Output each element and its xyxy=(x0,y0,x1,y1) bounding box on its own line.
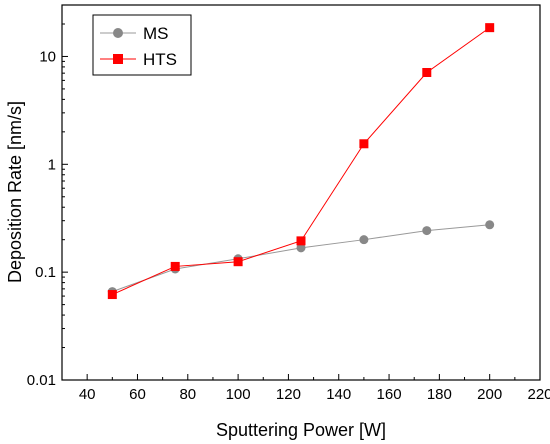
legend-ms-marker xyxy=(113,28,123,38)
x-tick-label-180: 180 xyxy=(427,386,452,403)
y-axis-ticks: 0.01 0.1 1 10 xyxy=(27,4,68,389)
x-tick-label-40: 40 xyxy=(79,386,96,403)
point-ms-125 xyxy=(296,243,306,253)
x-tick-label-120: 120 xyxy=(276,386,301,403)
x-tick-label-200: 200 xyxy=(477,386,502,403)
x-tick-label-140: 140 xyxy=(326,386,351,403)
point-ms-175 xyxy=(422,226,432,236)
point-hts-125 xyxy=(296,236,306,246)
x-tick-label-160: 160 xyxy=(377,386,402,403)
y-tick-label-10: 10 xyxy=(39,48,56,65)
series-line-ms xyxy=(112,224,490,293)
point-hts-75 xyxy=(170,261,180,271)
x-axis-ticks: 40 60 80 100 120 140 160 180 200 220 xyxy=(61,374,550,403)
x-axis-title: Sputtering Power [W] xyxy=(216,420,386,440)
legend: MS HTS xyxy=(92,14,192,76)
y-axis-title: Deposition Rate [nm/s] xyxy=(5,101,25,283)
y-tick-label-0.01: 0.01 xyxy=(27,372,56,389)
x-tick-label-220: 220 xyxy=(527,386,550,403)
x-tick-label-80: 80 xyxy=(179,386,196,403)
x-tick-label-100: 100 xyxy=(226,386,251,403)
y-tick-label-1: 1 xyxy=(48,156,56,173)
legend-hts-marker xyxy=(113,54,123,64)
point-ms-150 xyxy=(359,235,369,245)
point-ms-200 xyxy=(485,220,495,230)
plot-frame xyxy=(61,4,541,381)
point-hts-200 xyxy=(485,23,495,33)
x-tick-label-60: 60 xyxy=(129,386,146,403)
point-hts-100 xyxy=(233,257,243,267)
point-hts-150 xyxy=(359,139,369,149)
plot-area xyxy=(61,4,541,381)
point-hts-175 xyxy=(422,67,432,77)
legend-box xyxy=(92,14,192,76)
legend-hts-label: HTS xyxy=(143,50,177,69)
point-hts-50 xyxy=(107,290,117,300)
legend-ms-label: MS xyxy=(143,24,169,43)
y-tick-label-0.1: 0.1 xyxy=(35,264,56,281)
series-layer xyxy=(107,23,495,300)
